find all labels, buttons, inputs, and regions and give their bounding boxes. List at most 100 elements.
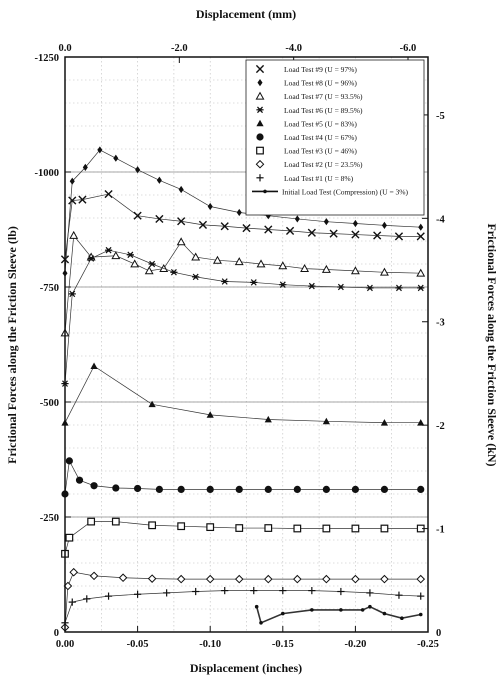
- data-point: [379, 267, 389, 276]
- series-line: [64, 521, 421, 554]
- data-point: [281, 611, 285, 616]
- series-3: [60, 230, 426, 337]
- data-point: [417, 419, 425, 426]
- data-point: [220, 222, 229, 231]
- data-point: [177, 522, 186, 531]
- data-point: [417, 485, 425, 493]
- legend-entry: Load Test #9 (U = 97%): [255, 64, 357, 74]
- data-point: [416, 268, 426, 277]
- legend-label: Load Test #1 (U = 8%): [284, 174, 354, 183]
- data-point: [337, 587, 345, 596]
- data-point: [148, 260, 156, 268]
- data-point: [87, 255, 95, 262]
- data-point: [368, 604, 372, 609]
- data-point: [148, 521, 157, 530]
- legend-marker: [256, 106, 264, 114]
- data-point: [206, 485, 214, 493]
- data-point: [163, 589, 171, 597]
- data-point: [170, 269, 178, 276]
- series-6: [61, 457, 425, 498]
- data-point: [75, 476, 84, 484]
- data-point: [400, 616, 404, 620]
- legend-label: Load Test #4 (U = 67%): [284, 133, 357, 142]
- data-point: [416, 232, 425, 241]
- legend: Load Test #9 (U = 97%) Load Test #8 (U = …: [245, 59, 425, 216]
- data-point: [87, 517, 96, 526]
- data-point: [104, 246, 113, 254]
- data-point: [264, 524, 273, 532]
- data-point: [155, 485, 163, 493]
- data-point: [111, 251, 121, 260]
- legend-marker: [255, 91, 265, 100]
- data-point: [351, 574, 360, 584]
- data-point: [104, 592, 113, 600]
- series-4: [61, 246, 425, 387]
- series-1: [60, 189, 425, 264]
- x-tick-label: -0.25: [417, 639, 439, 650]
- plot-area-frame: [64, 56, 429, 633]
- data-point: [321, 264, 331, 273]
- data-point: [373, 231, 382, 240]
- data-point: [144, 266, 154, 275]
- x-tick-label: -0.10: [199, 639, 221, 650]
- data-point: [133, 211, 142, 220]
- data-point: [339, 608, 343, 612]
- data-point: [65, 457, 73, 465]
- data-point: [285, 226, 295, 235]
- data-point: [221, 587, 229, 595]
- data-point: [235, 485, 243, 493]
- y-right-tick-label: -1: [436, 525, 445, 536]
- data-point: [323, 218, 329, 226]
- data-point: [113, 154, 119, 162]
- data-point: [155, 214, 164, 224]
- data-point: [380, 485, 389, 493]
- y-tick-label: -750: [40, 283, 59, 294]
- data-point: [126, 251, 134, 259]
- data-point: [156, 176, 162, 184]
- data-point: [279, 587, 287, 595]
- data-point: [234, 574, 244, 584]
- data-point: [381, 221, 387, 229]
- data-point: [192, 587, 200, 596]
- data-point: [322, 417, 330, 425]
- series-line: [64, 234, 421, 334]
- data-point: [192, 273, 200, 281]
- legend-marker: [256, 174, 264, 182]
- data-point: [234, 257, 244, 266]
- y-tick-label: 0: [54, 628, 59, 639]
- y-tick-label: -500: [40, 398, 59, 409]
- y-tick-label: -1250: [35, 53, 60, 64]
- data-point: [69, 177, 75, 185]
- x-axis-title-top: Displacement (mm): [196, 7, 296, 21]
- data-point: [360, 608, 365, 612]
- data-point: [89, 571, 99, 581]
- y-right-tick-label: -4: [436, 214, 445, 225]
- data-point: [329, 229, 338, 238]
- x-tick-label: -0.20: [344, 639, 366, 650]
- data-point: [242, 224, 251, 233]
- legend-entry: Load Test #6 (U = 89.5%): [256, 106, 363, 115]
- data-point: [259, 621, 263, 625]
- data-point: [90, 482, 98, 490]
- data-point: [263, 574, 273, 584]
- data-point: [322, 524, 331, 533]
- data-point: [134, 484, 142, 493]
- data-point: [235, 524, 244, 532]
- x-tick-label: -0.15: [272, 639, 294, 650]
- data-point: [394, 232, 404, 241]
- series-line: [64, 459, 421, 495]
- data-point: [351, 230, 360, 239]
- x-tick-label: 0.00: [56, 639, 74, 650]
- y-right-tick-label: -2: [436, 421, 445, 432]
- data-point: [382, 611, 387, 616]
- data-point: [78, 195, 87, 204]
- y-tick-label: -1000: [35, 168, 60, 179]
- y-tick-label: -250: [40, 513, 59, 524]
- data-point: [279, 281, 287, 288]
- legend-marker: [256, 146, 264, 155]
- data-point: [300, 263, 310, 272]
- data-point: [380, 524, 389, 533]
- data-point: [191, 252, 201, 261]
- series-line: [64, 249, 421, 384]
- data-point: [293, 485, 301, 493]
